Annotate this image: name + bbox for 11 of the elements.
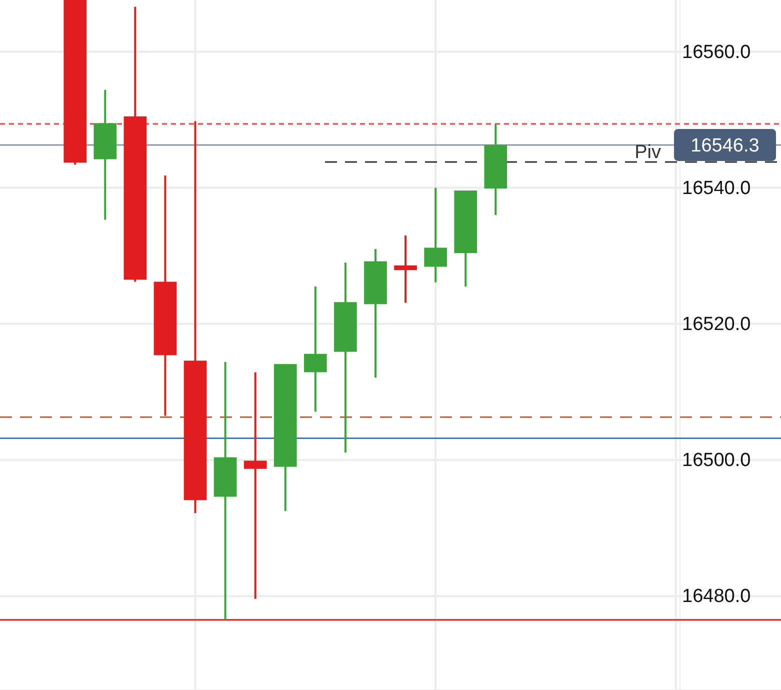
y-tick-label: 16520.0 <box>682 314 751 335</box>
candlestick <box>394 234 417 304</box>
y-tick-label: 16480.0 <box>682 586 751 608</box>
candlestick <box>304 285 327 413</box>
ref-line-label: 16546.3 <box>690 136 760 157</box>
candlestick <box>424 186 447 284</box>
candlestick <box>244 371 267 600</box>
y-tick-label: 16560.0 <box>682 42 751 63</box>
y-tick-label: 16540.0 <box>682 178 751 199</box>
ref-line-label: Piv <box>634 142 662 163</box>
y-tick-label: 16500.0 <box>682 450 751 472</box>
